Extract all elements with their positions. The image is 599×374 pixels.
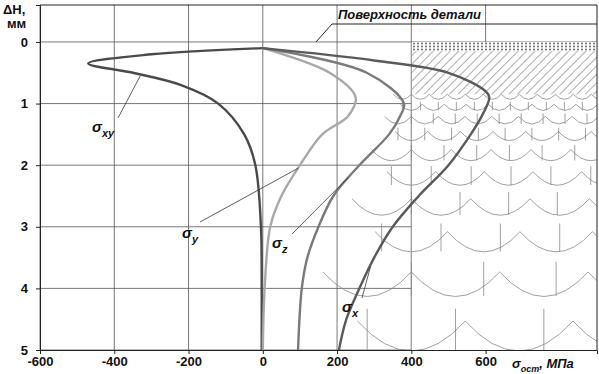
tick-label: -400 [102, 354, 128, 369]
grain-boundary [387, 172, 597, 215]
annotation-leader [316, 24, 332, 42]
tick: -600 [27, 350, 53, 369]
microstructure-edge [411, 42, 412, 350]
tick: 3 [21, 219, 40, 234]
series-line [263, 48, 356, 350]
series-label: σy [182, 224, 199, 245]
tick: 2 [21, 158, 40, 173]
tick-label: -600 [27, 354, 53, 369]
tick-mark [36, 42, 40, 43]
tick-mark [36, 350, 40, 351]
series-label: σz [272, 234, 288, 255]
x-axis-title: σост, МПа [512, 356, 574, 374]
tick: 200 [327, 350, 349, 369]
frame-top [40, 5, 597, 6]
tick: 0 [260, 350, 267, 369]
series-line [263, 48, 490, 350]
grid [40, 5, 597, 350]
chart-root: -600 -400 -200 0 200 400 600 0 1 2 3 4 5 σxy σy σz σx Пов… [0, 0, 599, 374]
tick-mark [36, 288, 40, 289]
tick: 1 [21, 96, 40, 111]
annotation-line [332, 24, 597, 25]
label-leader [292, 178, 348, 235]
tick-label: 0 [21, 35, 28, 50]
tick-label: 400 [401, 354, 423, 369]
annotation: Поверхность детали [338, 7, 481, 22]
series-group [88, 48, 489, 350]
tick: -200 [176, 350, 202, 369]
tick-label: 5 [21, 343, 28, 358]
tick-label: 200 [327, 354, 349, 369]
grid-line-x [411, 5, 412, 350]
tick: 600 [475, 350, 497, 369]
grid-line-x [114, 5, 115, 350]
grain-boundary [371, 150, 597, 185]
series-line [263, 48, 404, 350]
tick-label: 4 [21, 281, 29, 296]
hardened-layer [411, 51, 597, 94]
grain-boundary [357, 321, 597, 350]
tick-label: 0 [260, 354, 267, 369]
tick: 0 [21, 35, 40, 50]
grain-boundary [385, 117, 597, 141]
series-labels: σxy σy σz σx [92, 76, 370, 319]
grid-line-x [188, 5, 189, 350]
frame-right [597, 5, 598, 350]
grain-boundary [375, 232, 597, 296]
y-axis-title: ΔH,мм [3, 2, 26, 31]
label-leader [118, 76, 140, 118]
series-line [88, 48, 263, 350]
tick: 5 [21, 343, 40, 358]
grain-boundary [395, 131, 597, 160]
series-label: σxy [92, 118, 115, 139]
tick: -400 [102, 350, 128, 369]
grain-boundary [323, 272, 597, 350]
series-label: σx [342, 298, 359, 319]
y-axis: 0 1 2 3 4 5 [21, 6, 41, 358]
tick-mark [36, 104, 40, 105]
tick: 4 [21, 281, 40, 296]
tick-mark [36, 227, 40, 228]
axis-line [36, 6, 41, 351]
label-leader [200, 168, 298, 222]
label-leader [362, 267, 370, 298]
tick-label: 1 [21, 96, 28, 111]
tick-label: 3 [21, 219, 28, 234]
grain-boundary [393, 94, 597, 110]
tick-mark [36, 165, 40, 166]
surface-layer [411, 42, 597, 51]
tick-label: -200 [176, 354, 202, 369]
microstructure [323, 42, 597, 350]
tick-label: 600 [475, 354, 497, 369]
tick-label: 2 [21, 158, 28, 173]
tick: 400 [401, 350, 423, 369]
microstructure-bg [411, 42, 597, 350]
